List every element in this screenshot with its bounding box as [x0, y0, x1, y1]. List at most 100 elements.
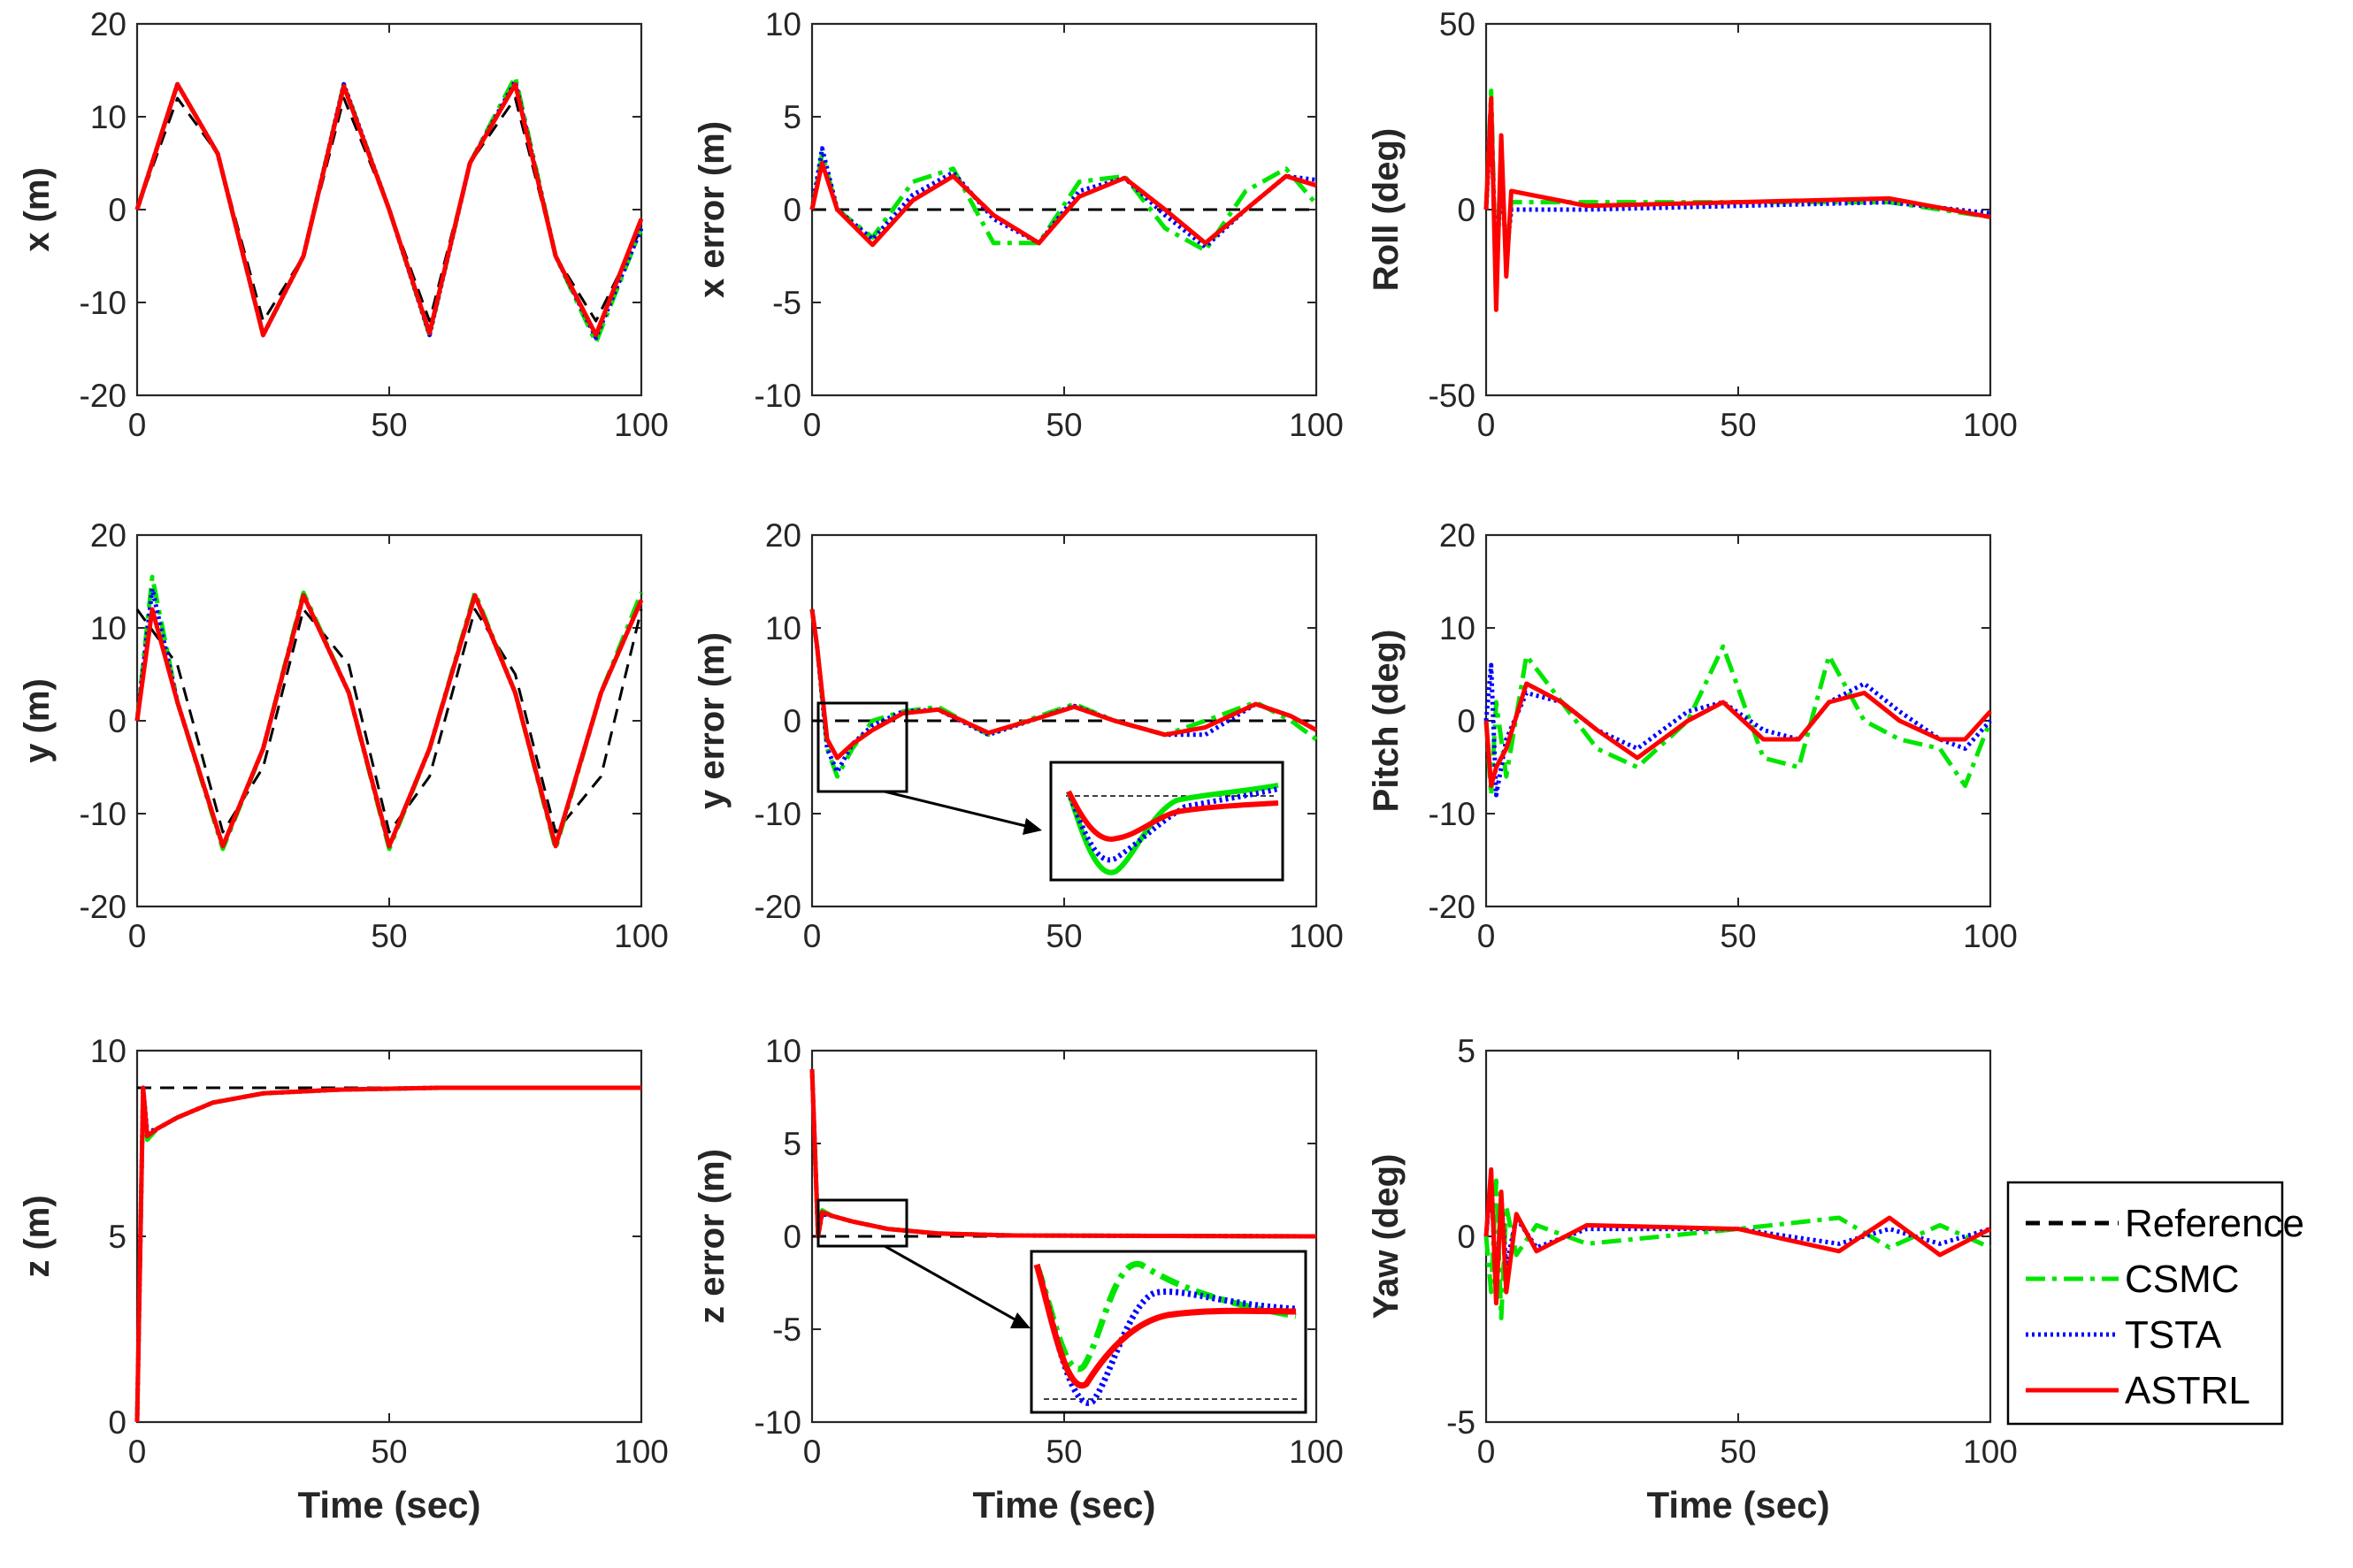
- y-axis-label: z error (m): [693, 1149, 732, 1324]
- inset-astrl-line: [1066, 790, 1279, 842]
- y-tick-label: 10: [765, 6, 801, 42]
- y-tick-label: 5: [783, 99, 801, 135]
- series-astrl-line: [134, 81, 644, 338]
- y-axis-label: z (m): [18, 1195, 57, 1277]
- x-tick-label: 50: [371, 1434, 407, 1470]
- y-error-inset-box: [1049, 761, 1284, 882]
- x-axis-label: Time (sec): [298, 1484, 481, 1526]
- y-axis-label: y (m): [18, 678, 57, 763]
- x-tick-label: 0: [1477, 918, 1496, 954]
- y-tick-label: -20: [755, 889, 801, 925]
- inset-astrl-line: [1033, 1264, 1297, 1388]
- series-astrl-line: [134, 1085, 641, 1423]
- y-tick-label: 0: [783, 1219, 801, 1255]
- y-tick-label: 0: [1457, 192, 1475, 228]
- y-tick-label: -20: [80, 889, 126, 925]
- legend-label-reference: Reference: [2125, 1202, 2304, 1245]
- series-csmc-line: [1483, 644, 1993, 798]
- x-axis-label: Time (sec): [1647, 1484, 1830, 1526]
- z-error-inset-box: [1030, 1250, 1307, 1414]
- legend-label-csmc: CSMC: [2125, 1258, 2240, 1301]
- axes-box: [1484, 533, 1992, 908]
- y-tick-label: 0: [108, 1404, 126, 1441]
- y-tick-label: 20: [765, 517, 801, 554]
- x-tick-label: 0: [128, 407, 147, 443]
- series-tsta-line: [1483, 662, 1992, 798]
- y-tick-label: -50: [1429, 378, 1475, 414]
- y-axis-label: x error (m): [693, 121, 732, 298]
- x-tick-label: 0: [1477, 1434, 1496, 1470]
- x-tick-label: 0: [128, 1434, 147, 1470]
- x-tick-label: 0: [1477, 407, 1496, 443]
- x-tick-label: 50: [1046, 1434, 1082, 1470]
- x-tick-label: 0: [128, 918, 147, 954]
- y-tick-label: -10: [755, 378, 801, 414]
- y-tick-label: -5: [772, 285, 801, 321]
- y-tick-label: 5: [783, 1126, 801, 1162]
- panel-y-error: 0 50 100 -20 -10 0 10 20 y error (m): [693, 517, 1344, 954]
- y-tick-label: 10: [765, 1033, 801, 1069]
- series-astrl-line: [809, 161, 1317, 248]
- z-error-zoom-arrow: [884, 1244, 1025, 1327]
- panel-y: 0 50 100 -20 -10 0 10 20 y (m): [18, 517, 669, 954]
- y-axis-label: Pitch (deg): [1367, 630, 1406, 813]
- y-tick-label: 0: [1457, 703, 1475, 739]
- y-tick-label: 0: [783, 192, 801, 228]
- y-tick-label: -10: [80, 285, 126, 321]
- panel-x-error: 0 50 100 -10 -5 0 5 10 x error (m): [693, 6, 1344, 443]
- x-tick-label: 50: [1046, 407, 1082, 443]
- legend-items: Reference CSMC TSTA ASTRL: [2026, 1202, 2304, 1412]
- x-tick-label: 50: [371, 918, 407, 954]
- series-astrl-line: [1483, 96, 1991, 312]
- y-tick-label: -5: [772, 1312, 801, 1348]
- series-astrl-line: [809, 608, 1318, 761]
- x-tick-label: 100: [1963, 1434, 2018, 1470]
- x-tick-label: 50: [1720, 1434, 1756, 1470]
- series-csmc-line: [1483, 1178, 1992, 1320]
- y-tick-label: 10: [765, 610, 801, 646]
- x-axis-label: Time (sec): [973, 1484, 1156, 1526]
- legend: Reference CSMC TSTA ASTRL: [2006, 1181, 2304, 1426]
- z-error-zoom-box: [816, 1198, 908, 1248]
- y-tick-label: 20: [90, 6, 126, 42]
- y-axis-label: x (m): [18, 167, 57, 252]
- y-tick-label: 5: [1457, 1033, 1475, 1069]
- z-error-zoom-arrowhead: [1010, 1312, 1031, 1328]
- x-tick-label: 100: [614, 1434, 669, 1470]
- x-tick-label: 0: [803, 918, 822, 954]
- y-tick-label: 0: [1457, 1219, 1475, 1255]
- y-axis-label: Roll (deg): [1367, 128, 1406, 291]
- x-tick-label: 50: [1720, 918, 1756, 954]
- x-tick-label: 100: [614, 407, 669, 443]
- y-tick-label: -10: [755, 796, 801, 832]
- y-tick-label: 20: [90, 517, 126, 554]
- y-tick-label: -10: [1429, 796, 1475, 832]
- x-tick-label: 100: [1289, 1434, 1344, 1470]
- x-tick-label: 0: [803, 407, 822, 443]
- x-tick-label: 100: [1963, 407, 2018, 443]
- axes-box: [135, 1049, 643, 1424]
- y-tick-label: -20: [1429, 889, 1475, 925]
- panel-pitch: 0 50 100 -20 -10 0 10 20 Pitch (deg): [1367, 517, 2018, 954]
- y-tick-label: -10: [755, 1404, 801, 1441]
- y-tick-label: 0: [108, 192, 126, 228]
- y-tick-label: 10: [90, 99, 126, 135]
- y-error-zoom-arrow: [884, 790, 1038, 830]
- x-tick-label: 100: [1289, 407, 1344, 443]
- y-tick-label: 10: [90, 610, 126, 646]
- y-tick-label: -5: [1446, 1404, 1475, 1441]
- y-axis-label: Yaw (deg): [1367, 1154, 1406, 1319]
- x-tick-label: 50: [371, 407, 407, 443]
- series-reference-line: [135, 608, 643, 834]
- panel-x: 0 50 100 -20 -10 0 10 20 x (m): [18, 6, 669, 443]
- y-tick-label: -10: [80, 796, 126, 832]
- x-tick-label: 100: [614, 918, 669, 954]
- x-tick-label: 100: [1963, 918, 2018, 954]
- series-tsta-line: [809, 608, 1318, 775]
- series-astrl-line: [1483, 681, 1992, 788]
- y-axis-label: y error (m): [693, 632, 732, 809]
